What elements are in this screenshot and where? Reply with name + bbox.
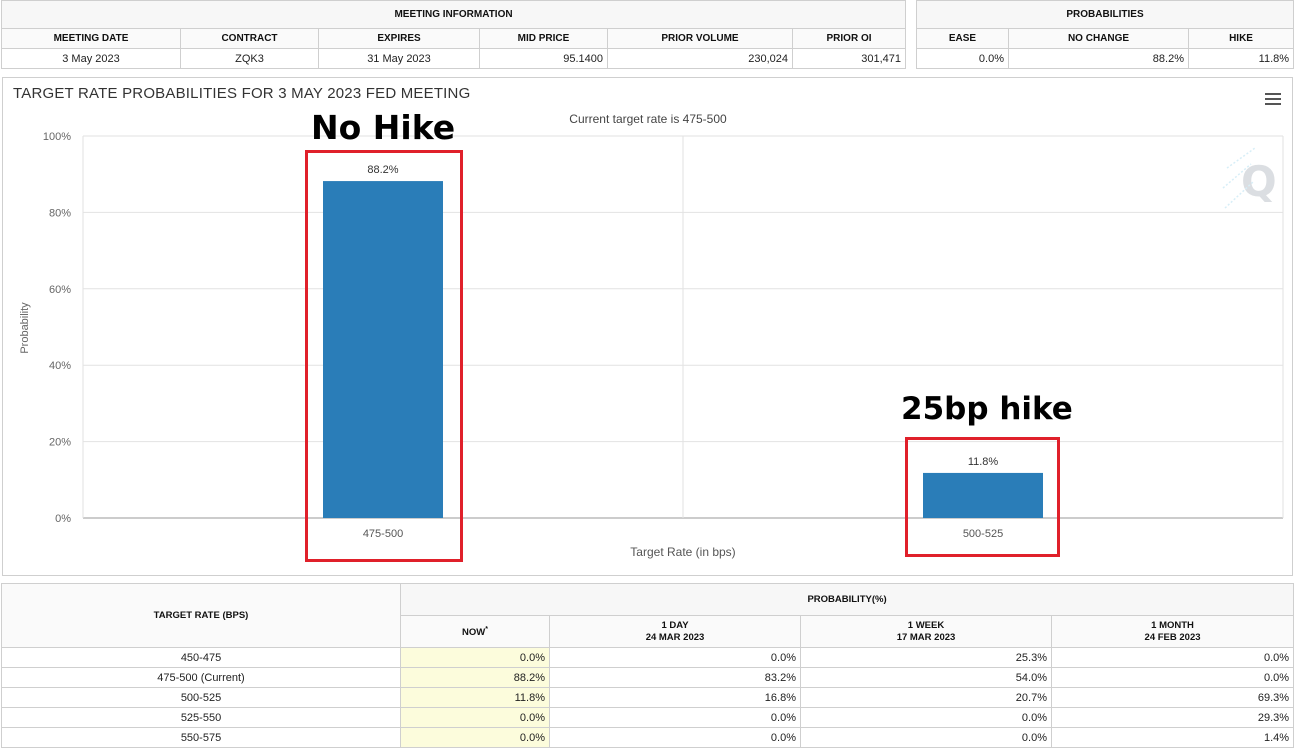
- header-1-week-date: 17 MAR 2023: [896, 631, 956, 643]
- table-row: 550-575 0.0% 0.0% 0.0% 1.4%: [1, 727, 1295, 748]
- target-rate-cell: 475-500 (Current): [1, 667, 401, 688]
- header-now[interactable]: NOW*: [400, 615, 550, 648]
- y-axis-label: Probability: [19, 302, 31, 354]
- probability-cell: 29.3%: [1050, 707, 1295, 728]
- svg-text:Q: Q: [1241, 157, 1277, 206]
- probability-cell: 0.0%: [400, 727, 550, 748]
- probability-cell: 54.0%: [800, 667, 1052, 688]
- bar-475-500: [323, 181, 443, 518]
- header-ease[interactable]: EASE: [916, 28, 1009, 49]
- chart-title: TARGET RATE PROBABILITIES FOR 3 MAY 2023…: [13, 85, 471, 102]
- expires-value: 31 May 2023: [318, 48, 480, 69]
- header-mid-price[interactable]: MID PRICE: [479, 28, 608, 49]
- header-contract[interactable]: CONTRACT: [180, 28, 319, 49]
- hike-highlight-box: [905, 437, 1060, 557]
- probability-cell: 0.0%: [549, 707, 801, 728]
- y-tick-label: 60%: [49, 284, 71, 296]
- hike-value: 11.8%: [1187, 48, 1295, 69]
- y-tick-label: 100%: [43, 131, 71, 143]
- ease-value: 0.0%: [916, 48, 1009, 69]
- target-rate-cell: 525-550: [1, 707, 401, 728]
- header-now-label: NOW: [462, 627, 486, 639]
- x-category-label: 500-525: [963, 528, 1003, 540]
- header-prior-volume[interactable]: PRIOR VOLUME: [607, 28, 793, 49]
- target-rate-chart-panel: 0% 20% 40% 60% 80% 100% 88.2% 475-500 11.8% 500-5…: [2, 77, 1293, 576]
- table-row: 475-500 (Current) 88.2% 83.2% 54.0% 0.0%: [1, 667, 1295, 688]
- header-meeting-date[interactable]: MEETING DATE: [1, 28, 181, 49]
- target-rate-probability-table: TARGET RATE (BPS) PROBABILITY(%) NOW* 1 …: [1, 583, 1295, 748]
- probability-cell: 20.7%: [800, 687, 1052, 708]
- probability-cell: 1.4%: [1050, 727, 1295, 748]
- header-target-rate[interactable]: TARGET RATE (BPS): [1, 583, 401, 648]
- y-tick-label: 40%: [49, 360, 71, 372]
- probability-cell: 0.0%: [800, 707, 1052, 728]
- target-rate-cell: 450-475: [1, 647, 401, 668]
- mid-price-value: 95.1400: [479, 48, 608, 69]
- no-hike-highlight-box: [305, 150, 463, 562]
- probabilities-title: PROBABILITIES: [915, 0, 1295, 29]
- table-row: 525-550 0.0% 0.0% 0.0% 29.3%: [1, 707, 1295, 728]
- table-row: 500-525 11.8% 16.8% 20.7% 69.3%: [1, 687, 1295, 708]
- probability-cell: 0.0%: [1050, 647, 1295, 668]
- meeting-information-table: MEETING INFORMATION MEETING DATE CONTRAC…: [0, 0, 907, 69]
- table-row: 450-475 0.0% 0.0% 25.3% 0.0%: [1, 647, 1295, 668]
- target-rate-cell: 550-575: [1, 727, 401, 748]
- no-change-value: 88.2%: [1008, 48, 1189, 69]
- header-1-month-date: 24 FEB 2023: [1144, 631, 1201, 643]
- probability-cell: 88.2%: [400, 667, 550, 688]
- target-rate-rows: 450-475 0.0% 0.0% 25.3% 0.0% 475-500 (Current…: [1, 647, 1295, 748]
- probability-group-title: PROBABILITY(%): [399, 583, 1295, 616]
- probability-cell: 0.0%: [400, 707, 550, 728]
- chart-subtitle: Current target rate is 475-500: [569, 112, 727, 126]
- hike-annotation: 25bp hike: [901, 391, 1073, 427]
- target-rate-cell: 500-525: [1, 687, 401, 708]
- probability-cell: 0.0%: [1050, 667, 1295, 688]
- y-tick-label: 80%: [49, 207, 71, 219]
- header-1-day-date: 24 MAR 2023: [645, 631, 705, 643]
- header-expires[interactable]: EXPIRES: [318, 28, 480, 49]
- probability-cell: 0.0%: [549, 727, 801, 748]
- prior-volume-value: 230,024: [607, 48, 793, 69]
- bar-data-label: 11.8%: [968, 456, 999, 468]
- probability-cell: 11.8%: [400, 687, 550, 708]
- q-logo-watermark-icon: Q: [1222, 147, 1277, 209]
- probability-cell: 0.0%: [549, 647, 801, 668]
- header-no-change[interactable]: NO CHANGE: [1008, 28, 1189, 49]
- probability-cell: 25.3%: [800, 647, 1052, 668]
- bar-500-525: [923, 472, 1043, 518]
- meeting-information-title: MEETING INFORMATION: [0, 0, 907, 29]
- header-1-month-label: 1 MONTH: [1151, 619, 1194, 631]
- probability-cell: 83.2%: [549, 667, 801, 688]
- y-tick-label: 20%: [49, 437, 71, 449]
- header-1-week[interactable]: 1 WEEK 17 MAR 2023: [800, 615, 1052, 648]
- probability-cell: 0.0%: [800, 727, 1052, 748]
- header-prior-oi[interactable]: PRIOR OI: [791, 28, 907, 49]
- header-hike[interactable]: HIKE: [1187, 28, 1295, 49]
- header-1-day[interactable]: 1 DAY 24 MAR 2023: [549, 615, 801, 648]
- meeting-date-value: 3 May 2023: [1, 48, 181, 69]
- target-rate-chart: 0% 20% 40% 60% 80% 100% 88.2% 475-500 11.8% 500-5…: [19, 112, 1284, 559]
- header-1-day-label: 1 DAY: [661, 619, 689, 631]
- contract-value: ZQK3: [180, 48, 319, 69]
- probabilities-table: PROBABILITIES EASE NO CHANGE HIKE 0.0% 8…: [915, 0, 1295, 69]
- hamburger-menu-icon[interactable]: [1265, 93, 1281, 105]
- x-category-label: 475-500: [363, 528, 403, 540]
- prior-oi-value: 301,471: [791, 48, 907, 69]
- header-1-month[interactable]: 1 MONTH 24 FEB 2023: [1050, 615, 1295, 648]
- x-axis-label: Target Rate (in bps): [630, 545, 735, 559]
- header-now-footnote: *: [485, 625, 488, 633]
- y-tick-label: 0%: [55, 513, 71, 525]
- no-hike-annotation: No Hike: [311, 108, 456, 147]
- header-1-week-label: 1 WEEK: [907, 619, 945, 631]
- bar-data-label: 88.2%: [367, 164, 398, 176]
- probability-cell: 69.3%: [1050, 687, 1295, 708]
- probability-cell: 0.0%: [400, 647, 550, 668]
- probability-cell: 16.8%: [549, 687, 801, 708]
